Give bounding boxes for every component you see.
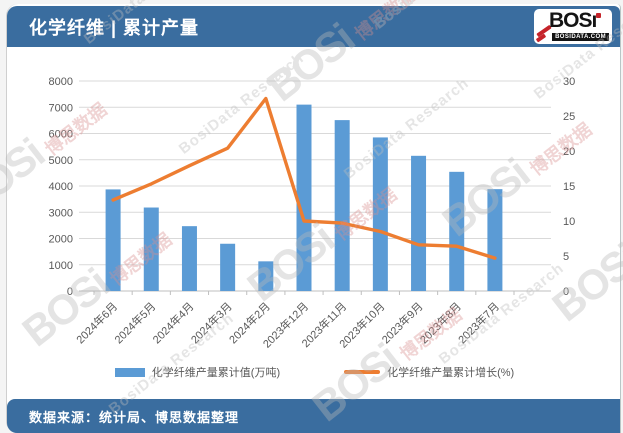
svg-text:5000: 5000 (49, 155, 73, 167)
bar-series-swatch (114, 367, 145, 377)
logo-wordmark: BOSı (549, 9, 597, 32)
line-series (111, 96, 497, 260)
svg-text:0: 0 (67, 286, 73, 298)
bar-series (105, 104, 503, 291)
legend-item-bar: 化学纤维产量累计值(万吨) (114, 364, 281, 380)
svg-text:5: 5 (563, 251, 569, 263)
svg-text:4000: 4000 (49, 181, 73, 193)
svg-text:1000: 1000 (49, 260, 73, 272)
legend-item-line: 化学纤维产量累计增长(%) (344, 364, 514, 380)
svg-text:15: 15 (563, 181, 575, 193)
chart-card: 化学纤维 | 累计产量 BOSı BOSIDATA.COM 0 1000 2000 3… (6, 4, 621, 433)
line-series-swatch (344, 370, 381, 374)
svg-text:25: 25 (563, 111, 575, 123)
svg-text:20: 20 (563, 146, 575, 158)
svg-text:30: 30 (563, 76, 575, 88)
svg-text:2000: 2000 (49, 234, 73, 246)
line-series-label: 化学纤维产量累计增长(%) (387, 367, 515, 379)
bar-series-label: 化学纤维产量累计值(万吨) (151, 367, 281, 379)
svg-text:3000: 3000 (49, 207, 73, 219)
logo-red-dot-icon (596, 13, 601, 18)
svg-text:8000: 8000 (49, 76, 73, 88)
svg-text:6000: 6000 (49, 129, 73, 141)
page-title: 化学纤维 | 累计产量 (29, 17, 200, 38)
header-band: 化学纤维 | 累计产量 BOSı BOSIDATA.COM (7, 6, 620, 47)
logo-domain: BOSIDATA.COM (552, 33, 609, 41)
footer-band: 数据来源：统计局、博思数据整理 (7, 399, 620, 433)
data-source: 数据来源：统计局、博思数据整理 (29, 409, 240, 425)
combo-chart: 0 1000 2000 3000 4000 5000 6000 7000 8000 0 5 10 15 2… (49, 76, 576, 351)
svg-text:7000: 7000 (49, 102, 73, 114)
bosi-logo: BOSı BOSIDATA.COM (534, 9, 612, 44)
svg-text:10: 10 (563, 216, 575, 228)
svg-text:2023年7月: 2023年7月 (455, 299, 502, 346)
svg-text:0: 0 (563, 286, 569, 298)
chart-area: 0 1000 2000 3000 4000 5000 6000 7000 8000 0 5 10 15 2… (9, 50, 620, 401)
chart-legend: 化学纤维产量累计值(万吨) 化学纤维产量累计增长(%) (9, 364, 620, 380)
